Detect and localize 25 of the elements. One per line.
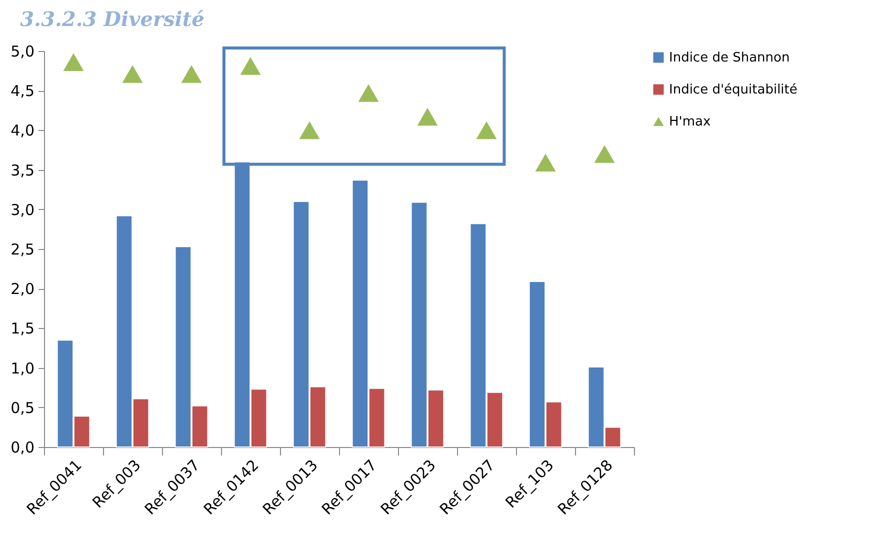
y-tick-label: 0,5 [10,398,34,417]
chart-title: 3.3.2.3 Diversité [20,7,204,31]
y-tick-label: 4,5 [10,82,34,100]
point [358,84,379,102]
legend-label: Indice d'équitabilité [669,82,798,98]
y-tick-label: 3,0 [10,200,34,219]
legend-label: H'max [669,114,711,130]
y-tick-label: 3,5 [10,161,34,180]
point [299,121,320,140]
y-tick-label: 1,0 [10,359,34,378]
point [122,65,143,83]
y-tick-label: 4,0 [10,122,34,140]
y-tick-label: 2,5 [10,240,34,258]
point [240,57,261,75]
point [63,53,84,71]
y-tick-label: 1,5 [10,320,34,338]
legend-label: Indice de Shannon [669,50,790,66]
point [594,145,615,163]
y-tick-label: 2,0 [10,280,34,298]
point [535,154,556,172]
point [181,65,202,83]
y-tick-label: 0,0 [10,438,34,456]
point [417,108,438,126]
point [476,121,497,140]
y-tick-label: 5,0 [10,42,34,60]
